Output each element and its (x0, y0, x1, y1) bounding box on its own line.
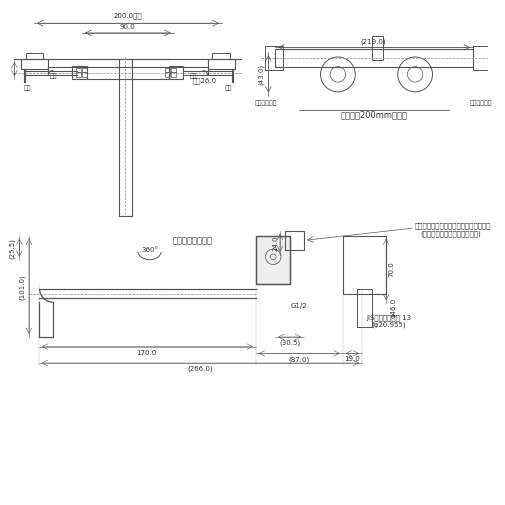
Text: φ46.0: φ46.0 (391, 298, 397, 318)
Text: スパウト回転觓度: スパウト回転觓度 (173, 236, 213, 245)
Text: (シャワセットは別付図面参璧): (シャワセットは別付図面参璧) (420, 230, 481, 237)
Text: (101.0): (101.0) (19, 274, 25, 299)
Bar (76, 72, 81, 77)
Text: (43.0): (43.0) (258, 64, 265, 85)
Bar (72, 66, 87, 79)
Bar (169, 66, 183, 79)
Text: 湯側ハンドル: 湯側ハンドル (255, 100, 278, 106)
Text: 90.0: 90.0 (120, 24, 135, 30)
Text: 70.0: 70.0 (388, 262, 394, 277)
Text: 止水: 止水 (49, 74, 57, 79)
Text: 200.0忀々: 200.0忀々 (113, 13, 142, 19)
Text: 取付忀々200mmの場合: 取付忀々200mmの場合 (340, 110, 407, 119)
Text: 六觓26.0: 六觓26.0 (193, 78, 217, 84)
Bar (275, 49, 473, 67)
Bar (26, 53, 43, 59)
Bar (213, 53, 230, 59)
Bar (256, 236, 289, 284)
Text: この部分にシャワセットを取付けます。: この部分にシャワセットを取付けます。 (415, 223, 491, 229)
Bar (266, 46, 283, 70)
Bar (171, 68, 176, 72)
Text: 360°: 360° (141, 247, 158, 253)
Text: 170.0: 170.0 (137, 349, 157, 356)
Text: (25.5): (25.5) (9, 238, 16, 259)
Text: (219.0): (219.0) (361, 39, 386, 45)
Text: 19.0: 19.0 (344, 356, 360, 362)
Bar (21, 59, 48, 69)
Text: JIS給水栃付ねじ 13: JIS給水栃付ねじ 13 (367, 314, 412, 321)
Bar (171, 72, 176, 77)
Bar (82, 72, 87, 77)
Text: 吐水: 吐水 (225, 85, 232, 91)
Bar (256, 236, 289, 284)
Bar (208, 59, 235, 69)
Text: 24.0: 24.0 (272, 235, 278, 251)
Bar (165, 68, 170, 72)
Text: (φ20.955): (φ20.955) (372, 321, 406, 328)
Text: G1/2: G1/2 (291, 303, 308, 309)
Text: 吐水: 吐水 (23, 85, 31, 91)
Text: (266.0): (266.0) (187, 366, 213, 372)
Bar (285, 231, 304, 250)
Bar (76, 68, 81, 72)
Bar (357, 289, 372, 327)
Text: 止水: 止水 (189, 74, 197, 79)
Text: 水側ハンドル: 水側ハンドル (470, 100, 492, 106)
Bar (343, 236, 386, 293)
Bar (372, 36, 383, 60)
Text: (30.5): (30.5) (279, 340, 300, 346)
Text: (87.0): (87.0) (289, 356, 310, 363)
Bar (165, 72, 170, 77)
Bar (82, 68, 87, 72)
Bar (473, 46, 490, 70)
